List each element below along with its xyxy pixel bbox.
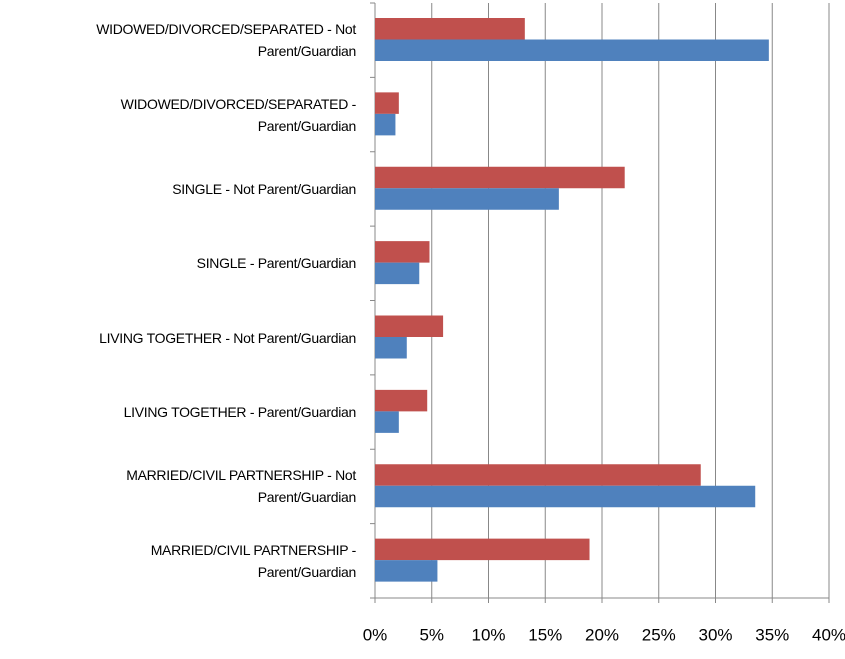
y-tick-label: MARRIED/CIVIL PARTNERSHIP - Parent/Guard… bbox=[150, 541, 357, 580]
bar bbox=[375, 18, 525, 40]
x-tick-label: 0% bbox=[363, 625, 388, 644]
y-tick-label: SINGLE - Parent/Guardian bbox=[196, 255, 357, 272]
x-tick-label: 40% bbox=[812, 625, 845, 644]
bar bbox=[375, 188, 559, 210]
x-tick-label: 10% bbox=[471, 625, 505, 644]
x-tick-label: 30% bbox=[698, 625, 732, 644]
x-tick-label: 15% bbox=[528, 625, 562, 644]
bar bbox=[375, 39, 769, 61]
bar bbox=[375, 166, 625, 189]
y-tick-label: WIDOWED/DIVORCED/SEPARATED - Not Parent/… bbox=[96, 21, 356, 60]
bar bbox=[375, 411, 399, 433]
bar bbox=[375, 92, 399, 114]
y-tick-label: WIDOWED/DIVORCED/SEPARATED - Parent/Guar… bbox=[120, 95, 357, 134]
bar bbox=[375, 315, 444, 337]
bar bbox=[375, 485, 756, 508]
bar bbox=[375, 560, 438, 582]
y-tick-label: MARRIED/CIVIL PARTNERSHIP - Not Parent/G… bbox=[126, 467, 356, 506]
y-tick-label: LIVING TOGETHER - Parent/Guardian bbox=[123, 404, 357, 421]
bar bbox=[375, 389, 428, 412]
y-tick-label: LIVING TOGETHER - Not Parent/Guardian bbox=[99, 329, 356, 346]
bar bbox=[375, 337, 407, 359]
bar bbox=[375, 538, 590, 561]
bar bbox=[375, 241, 430, 263]
x-tick-label: 20% bbox=[585, 625, 619, 644]
x-tick-label: 5% bbox=[419, 625, 444, 644]
bar bbox=[375, 464, 701, 486]
x-tick-label: 35% bbox=[755, 625, 789, 644]
y-tick-label: SINGLE - Not Parent/Guardian bbox=[172, 180, 356, 197]
x-tick-label: 25% bbox=[642, 625, 676, 644]
bar bbox=[375, 262, 420, 285]
bar bbox=[375, 113, 396, 136]
